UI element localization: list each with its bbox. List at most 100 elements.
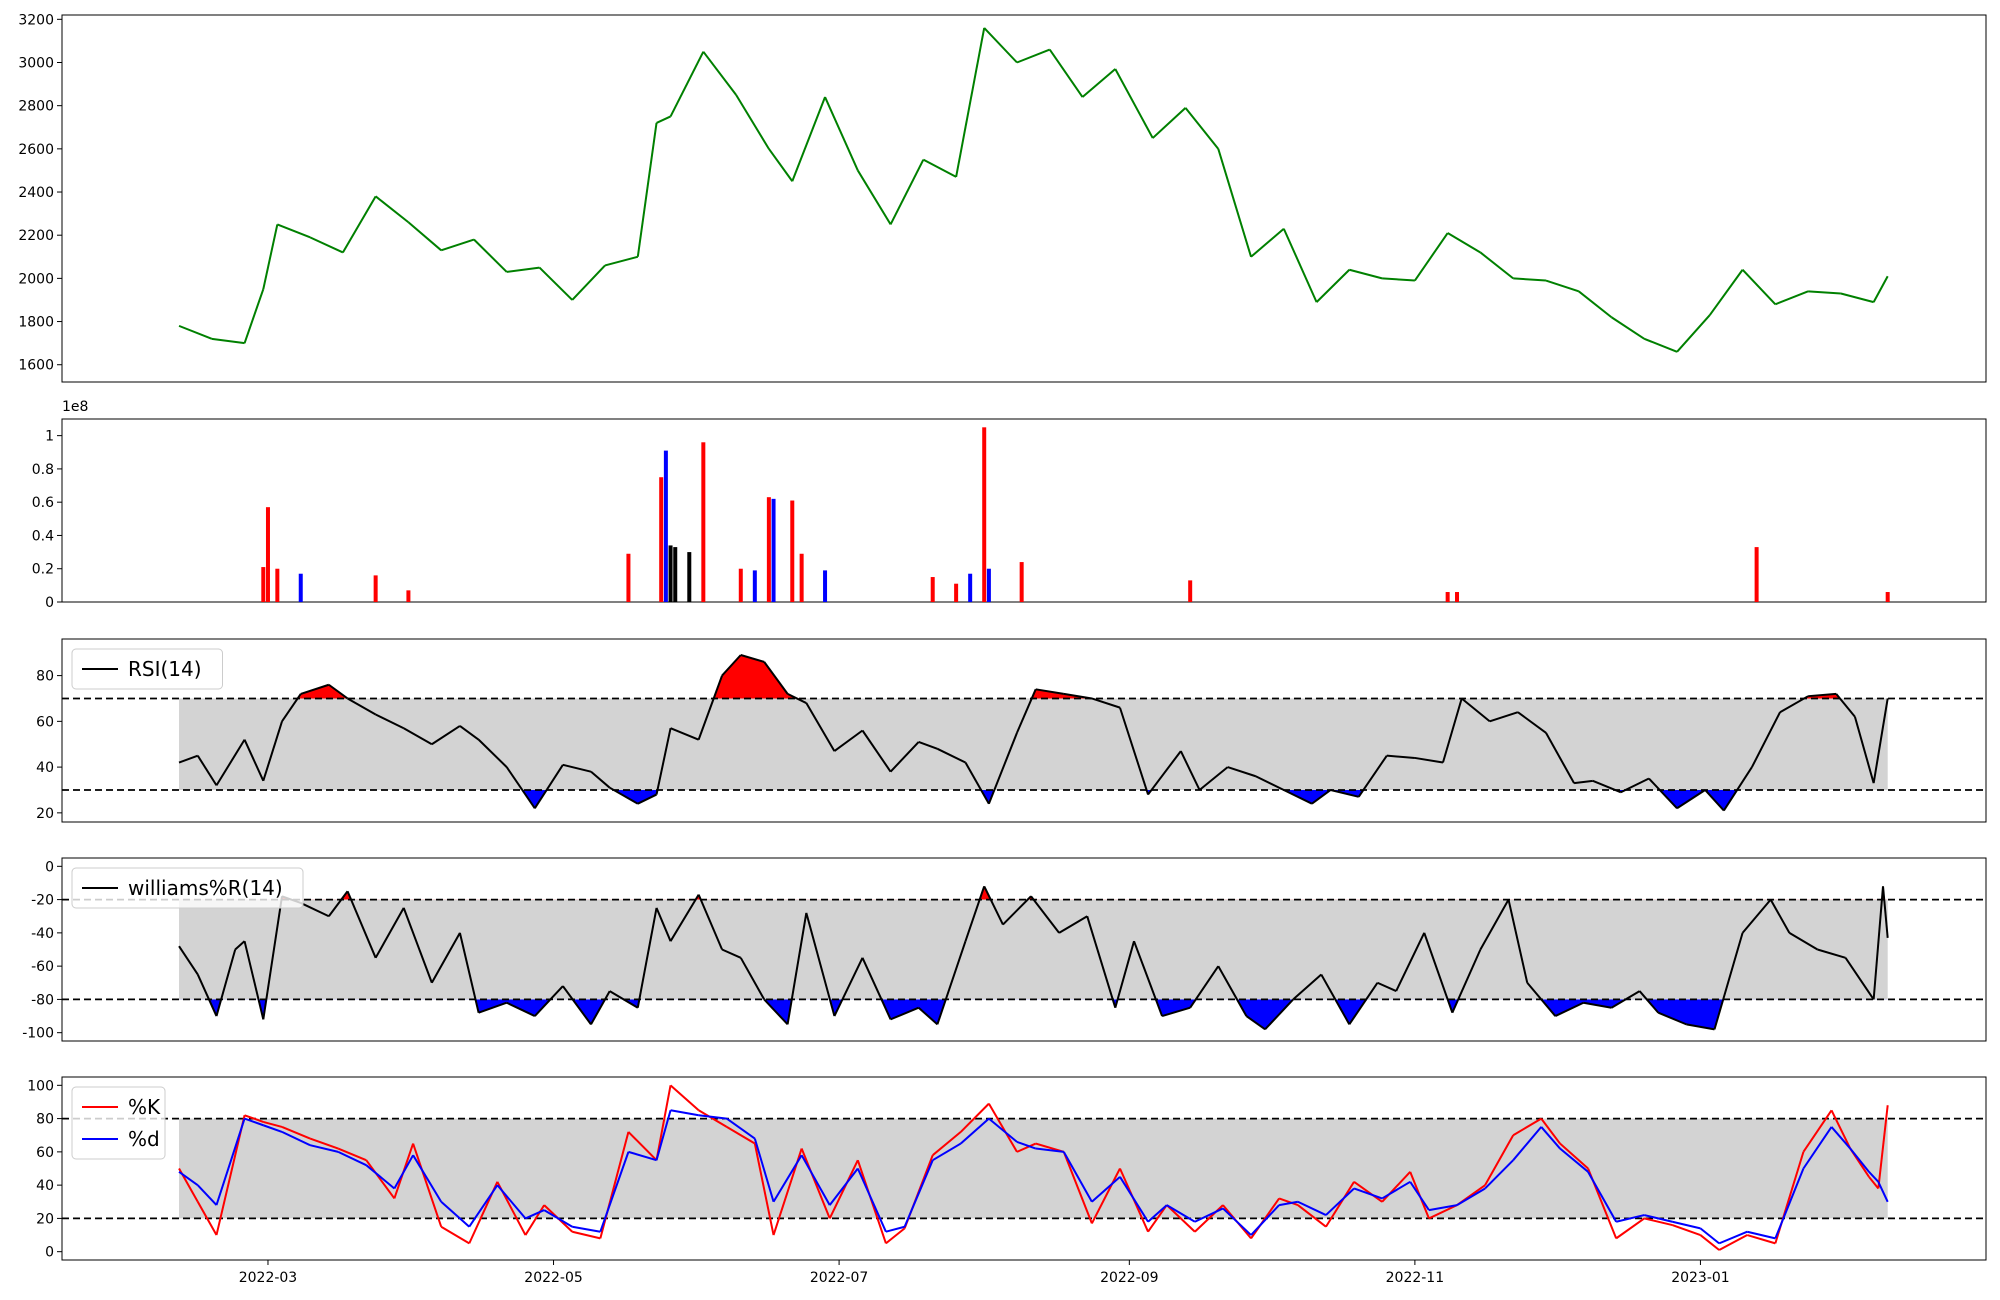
chart-panels: 16001800200022002400260028003000320000.2… — [18, 12, 1987, 1261]
y-tick-label: 20 — [36, 806, 54, 822]
indicator-line-segment — [1091, 697, 1121, 709]
volume-bar — [766, 497, 771, 602]
k-line-segment — [440, 1225, 470, 1245]
indicator-line-segment — [1395, 932, 1426, 992]
neutral-band — [179, 899, 1888, 1000]
volume-bar — [799, 553, 804, 602]
price-line-segment — [1708, 269, 1744, 316]
volume-bar — [752, 570, 757, 602]
indicator-line-segment — [1451, 949, 1482, 1014]
d-line-segment — [655, 1110, 672, 1161]
panel-frame — [61, 857, 1987, 1042]
indicator-line-segment — [670, 727, 700, 741]
y-tick-label: 20 — [36, 1211, 54, 1227]
indicator-line-segment — [1217, 965, 1248, 1017]
indicator-line-segment — [300, 683, 330, 695]
indicator-line-segment — [1311, 789, 1332, 805]
indicator-line-segment — [1245, 1015, 1266, 1031]
volume-bar — [1445, 592, 1450, 602]
indicator-line-segment — [721, 654, 742, 677]
d-line-segment — [698, 1114, 727, 1120]
indicator-line-segment — [1442, 698, 1463, 763]
indicator-line-segment — [1086, 915, 1117, 1009]
indicator-line-segment — [1676, 789, 1706, 810]
y-tick-label: 60 — [36, 1145, 54, 1161]
k-line-segment — [669, 1084, 700, 1112]
indicator-line-segment — [786, 912, 808, 1025]
d-line-segment — [393, 1154, 414, 1189]
indicator-line-segment — [1882, 886, 1889, 938]
k-line-segment — [1644, 1217, 1673, 1227]
price-line-segment — [1016, 48, 1051, 64]
indicator-line-segment — [1198, 766, 1229, 791]
indicator-line-segment — [1377, 981, 1397, 993]
k-line-segment — [412, 1143, 443, 1228]
d-line-segment — [178, 1171, 199, 1186]
d-line-segment — [1699, 1227, 1720, 1245]
price-line-segment — [1610, 316, 1645, 340]
panel-frame — [61, 638, 1987, 823]
price-line-segment — [922, 158, 957, 178]
indicator-line-segment — [1573, 779, 1593, 785]
indicator-line-segment — [431, 725, 461, 746]
legend-label: %d — [128, 1127, 160, 1151]
indicator-line-segment — [1592, 779, 1622, 794]
indicator-line-segment — [506, 1001, 536, 1017]
indicator-line-segment — [655, 907, 672, 942]
indicator-line-segment — [1526, 982, 1557, 1017]
d-line-segment — [885, 1225, 905, 1233]
d-line-segment — [1559, 1147, 1589, 1173]
volume-bar — [659, 477, 664, 602]
price-line-segment — [1447, 232, 1481, 254]
d-line-segment — [1222, 1207, 1252, 1236]
price-panel: 1600 1800 2000 2200 2400 2600 2800 3000 3200 — [18, 12, 1987, 383]
indicator-line-segment — [1320, 973, 1351, 1025]
panel-frame — [61, 418, 1987, 603]
price-line-segment — [636, 122, 658, 257]
legend-box — [71, 648, 223, 690]
indicator-line-segment — [328, 890, 349, 917]
k-line-segment — [1559, 1142, 1589, 1170]
price-line-segment — [375, 195, 410, 224]
indicator-line-segment — [477, 738, 508, 768]
y-tick-label: 2400 — [18, 185, 54, 201]
indicator-line-segment — [1769, 899, 1791, 934]
volume-bars — [261, 427, 1890, 602]
indicator-line-segment — [833, 729, 864, 752]
y-tick-label: 0.8 — [32, 462, 54, 478]
k-line-segment — [1746, 1234, 1776, 1245]
price-line-segment — [309, 236, 344, 254]
indicator-line-segment — [215, 739, 246, 786]
k-line-segment — [263, 1120, 283, 1128]
volume-bar — [261, 567, 266, 602]
indicator-line-segment — [890, 1006, 920, 1021]
d-line-segment — [1868, 1171, 1880, 1183]
indicator-line-segment — [1620, 777, 1650, 794]
d-line-segment — [1062, 1151, 1093, 1203]
indicator-line-segment — [964, 885, 986, 942]
y-tick-label: -40 — [31, 926, 54, 942]
indicator-line-segment — [1030, 895, 1060, 934]
indicator-line-segment — [403, 727, 433, 746]
d-line-segment — [1428, 1204, 1458, 1212]
indicator-line-segment — [1016, 688, 1037, 734]
k-line-segment — [988, 1103, 1018, 1153]
k-line-segment — [655, 1085, 672, 1161]
neutral-band — [179, 1118, 1888, 1219]
d-line-segment — [1802, 1126, 1833, 1170]
d-line-segment — [800, 1154, 831, 1206]
k-line-segment — [1062, 1151, 1093, 1224]
indicator-line-segment — [697, 675, 723, 740]
k-line-segment — [572, 1230, 601, 1240]
k-line-segment — [1512, 1117, 1542, 1137]
volume-bar — [668, 545, 673, 602]
indicator-line-segment — [534, 985, 564, 1017]
k-line-segment — [309, 1137, 339, 1150]
d-line-segment — [1166, 1204, 1196, 1223]
indicator-line-segment — [178, 945, 199, 976]
indicator-line-segment — [609, 786, 639, 805]
y-tick-label: -60 — [31, 959, 54, 975]
indicator-line-segment — [1058, 915, 1088, 934]
stochastic-panel: 0 20 40 60 80 100 %K %d — [27, 1076, 1987, 1261]
